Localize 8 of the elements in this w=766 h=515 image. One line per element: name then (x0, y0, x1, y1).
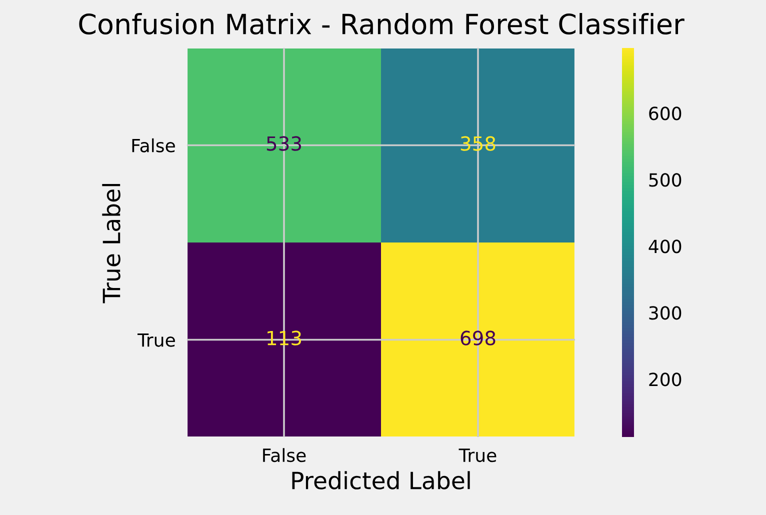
color-bar-label: 400 (648, 240, 682, 254)
color-bar-label: 600 (649, 106, 682, 120)
y-axis-title: True Label (102, 184, 120, 304)
chart-title: Confusion Matrix - Random Forest Classifier (79, 13, 684, 35)
color-bar-label: 200 (649, 372, 682, 386)
color-bar-label: 500 (649, 173, 682, 187)
color-bar-label: 300 (649, 306, 682, 320)
x-axis-title: Predicted Label (292, 471, 470, 490)
